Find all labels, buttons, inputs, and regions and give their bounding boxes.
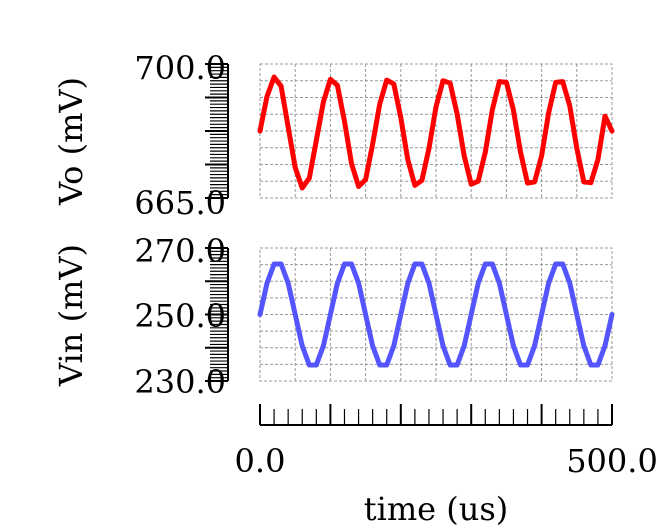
vo-ylabel: Vo (mV) [52, 77, 90, 206]
vo-y-axis [205, 63, 229, 199]
vin-ytick-bottom: 230.0 [134, 363, 226, 401]
vin-ytick-top: 270.0 [134, 232, 226, 270]
vo-series-line [257, 74, 615, 191]
x-tick-start: 0.0 [235, 442, 286, 480]
vin-ylabel: Vin (mV) [52, 244, 90, 387]
vin-y-axis [205, 247, 229, 382]
x-axis [259, 404, 613, 426]
vin-panel: 270.0 250.0 230.0 Vin (mV) [52, 232, 615, 401]
x-axis-label: time (us) [364, 490, 509, 528]
vin-ytick-mid: 250.0 [134, 297, 226, 335]
x-tick-end: 500.0 [566, 442, 657, 480]
vo-ytick-bottom: 665.0 [134, 184, 226, 222]
vin-series-line [257, 261, 615, 368]
vo-panel: 700.0 665.0 Vo (mV) [52, 49, 615, 222]
vo-ytick-top: 700.0 [134, 49, 226, 87]
